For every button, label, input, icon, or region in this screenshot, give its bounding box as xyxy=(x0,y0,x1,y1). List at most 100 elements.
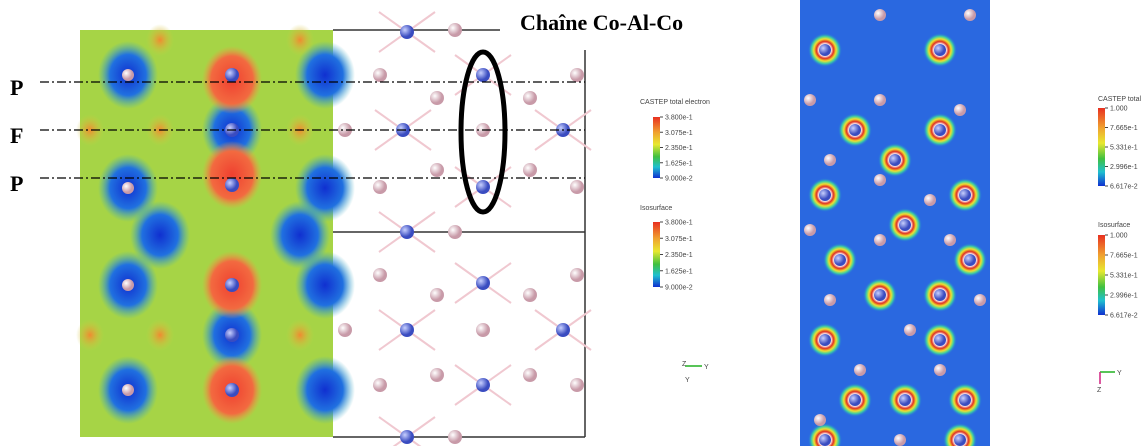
orange-region xyxy=(76,114,104,146)
chain-label: Chaîne Co-Al-Co xyxy=(520,10,683,35)
atom xyxy=(338,323,352,337)
atom xyxy=(959,394,971,406)
legend-tick-label: 2.350e-1 xyxy=(665,252,693,259)
orange-region xyxy=(286,24,314,56)
atom xyxy=(225,68,239,82)
atom xyxy=(338,123,352,137)
atom xyxy=(122,182,134,194)
atom xyxy=(849,394,861,406)
atom xyxy=(934,124,946,136)
atom xyxy=(570,68,584,82)
atom xyxy=(523,91,537,105)
legend-tick-label: 1.625e-1 xyxy=(665,160,693,167)
atom xyxy=(373,268,387,282)
atom xyxy=(954,104,966,116)
atom xyxy=(225,328,239,342)
color-bar xyxy=(1098,235,1105,315)
atom xyxy=(924,194,936,206)
row-label: P xyxy=(10,75,23,100)
atom xyxy=(373,180,387,194)
atom xyxy=(400,225,414,239)
atom xyxy=(122,69,134,81)
blue-region xyxy=(270,201,330,269)
atom xyxy=(974,294,986,306)
legend-tick-label: 1.625e-1 xyxy=(665,268,693,275)
atom xyxy=(954,434,966,446)
atom xyxy=(944,234,956,246)
atom xyxy=(400,323,414,337)
legend-title: CASTEP total electron xyxy=(640,99,710,106)
atom xyxy=(430,368,444,382)
red-region xyxy=(202,141,262,209)
chain-ellipse xyxy=(458,49,508,215)
atom xyxy=(476,323,490,337)
legend-tick-label: 3.075e-1 xyxy=(665,130,693,137)
atom xyxy=(373,378,387,392)
atom xyxy=(874,94,886,106)
legend-tick-label: 1.000 xyxy=(1110,106,1128,113)
legend-tick-label: 6.617e-2 xyxy=(1110,313,1138,320)
axis-label: Y xyxy=(1117,370,1122,377)
atom xyxy=(523,163,537,177)
atom xyxy=(819,434,831,446)
atom xyxy=(854,364,866,376)
atom xyxy=(849,124,861,136)
axis-label: Z xyxy=(1097,387,1102,394)
atom xyxy=(804,94,816,106)
atom xyxy=(430,288,444,302)
atom xyxy=(225,383,239,397)
legend-tick-label: 2.996e-1 xyxy=(1110,293,1138,300)
atom xyxy=(824,154,836,166)
orange-region xyxy=(286,319,314,351)
atom xyxy=(448,23,462,37)
atom xyxy=(819,334,831,346)
legend-tick-label: 9.000e-2 xyxy=(665,285,693,292)
atom xyxy=(964,254,976,266)
legend-tick-label: 5.331e-1 xyxy=(1110,273,1138,280)
orange-region xyxy=(76,319,104,351)
legend-tick-label: 3.075e-1 xyxy=(665,236,693,243)
blue-region xyxy=(130,201,190,269)
legend-tick-label: 1.000 xyxy=(1110,233,1128,240)
atom xyxy=(874,234,886,246)
legend-tick-label: 7.665e-1 xyxy=(1110,125,1138,132)
atom xyxy=(448,430,462,444)
color-bar xyxy=(653,117,660,178)
atom xyxy=(834,254,846,266)
atom xyxy=(430,163,444,177)
atom xyxy=(400,430,414,444)
axis-label: Z xyxy=(682,361,687,368)
atom xyxy=(824,294,836,306)
atom xyxy=(570,378,584,392)
legend-tick-label: 6.617e-2 xyxy=(1110,184,1138,191)
orange-region xyxy=(146,319,174,351)
atom xyxy=(874,174,886,186)
atom xyxy=(934,334,946,346)
legend-tick-label: 3.800e-1 xyxy=(665,115,693,122)
atom xyxy=(874,9,886,21)
atom xyxy=(570,268,584,282)
atom xyxy=(899,394,911,406)
legend-title: Isosurface xyxy=(640,205,672,212)
orange-region xyxy=(146,24,174,56)
atom xyxy=(894,434,906,446)
blue-region xyxy=(295,41,355,109)
atom xyxy=(874,289,886,301)
atom xyxy=(964,9,976,21)
atom xyxy=(400,25,414,39)
atom xyxy=(225,178,239,192)
legend-tick-label: 2.350e-1 xyxy=(665,145,693,152)
atom xyxy=(556,323,570,337)
density-features xyxy=(804,9,987,446)
atom xyxy=(122,384,134,396)
atom xyxy=(904,324,916,336)
atom xyxy=(934,44,946,56)
legend-tick-label: 3.800e-1 xyxy=(665,220,693,227)
row-label: F xyxy=(10,123,23,148)
atom xyxy=(570,180,584,194)
guide-lines xyxy=(40,81,585,179)
atom xyxy=(523,288,537,302)
atom xyxy=(899,219,911,231)
atom xyxy=(476,276,490,290)
